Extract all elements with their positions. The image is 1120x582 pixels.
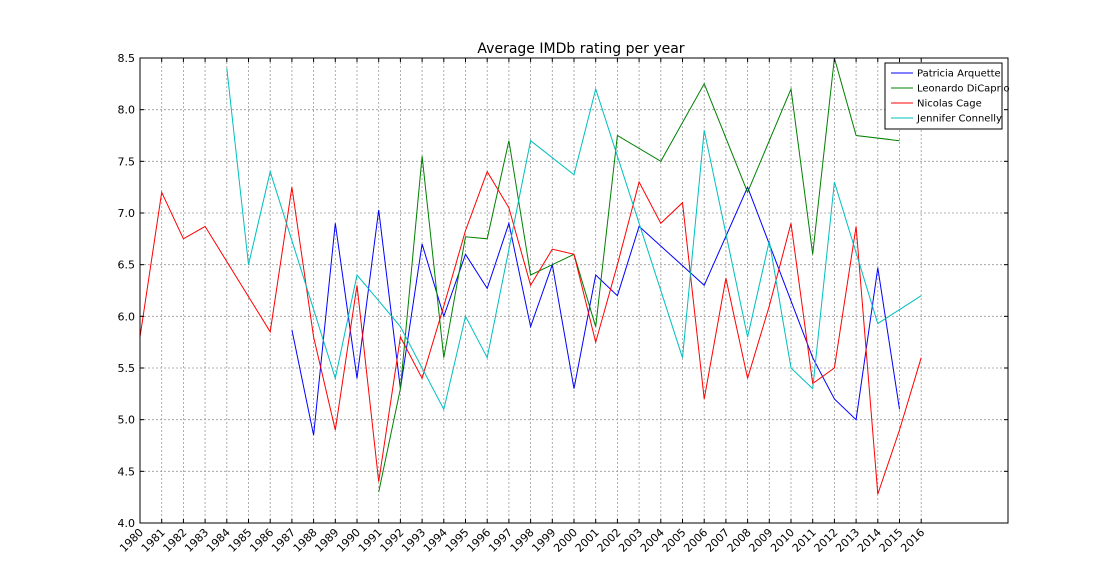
legend: Patricia Arquette Leonardo DiCaprio Nicola… — [884, 62, 1010, 130]
y-tick-label: 5.0 — [118, 414, 136, 427]
x-tick-label: 2007 — [703, 526, 732, 555]
x-tick-label: 2008 — [725, 526, 754, 555]
x-tick-label: 1980 — [117, 526, 146, 555]
x-tick-label: 2015 — [877, 526, 906, 555]
series-line-patricia-arquette — [291, 185, 900, 436]
x-tick-label: 2001 — [573, 526, 602, 555]
ticks: 1980198119821983198419851986198719881989… — [117, 52, 1008, 555]
x-tick-label: 2005 — [660, 526, 689, 555]
x-tick-label: 2016 — [898, 526, 927, 555]
x-tick-label: 1994 — [421, 526, 450, 555]
x-tick-label: 1999 — [529, 526, 558, 555]
x-tick-label: 2002 — [595, 526, 624, 555]
x-tick-label: 1990 — [334, 526, 363, 555]
series-line-nicolas-cage — [139, 170, 922, 495]
x-tick-label: 2011 — [790, 526, 819, 555]
legend-label: Leonardo DiCaprio — [917, 84, 1010, 95]
x-tick-label: 2000 — [551, 526, 580, 555]
chart-title: Average IMDb rating per year — [477, 41, 684, 57]
legend-label: Patricia Arquette — [917, 69, 1001, 80]
legend-label: Jennifer Connelly — [916, 114, 1002, 125]
x-tick-label: 1985 — [226, 526, 255, 555]
x-tick-label: 2009 — [746, 526, 775, 555]
y-tick-label: 5.5 — [118, 362, 136, 375]
y-tick-label: 8.0 — [118, 104, 136, 117]
x-tick-label: 2010 — [768, 526, 797, 555]
x-tick-label: 2013 — [833, 526, 862, 555]
x-tick-label: 1981 — [139, 526, 168, 555]
x-tick-label: 1989 — [312, 526, 341, 555]
y-tick-label: 7.0 — [118, 207, 136, 220]
y-tick-label: 6.0 — [118, 310, 136, 323]
x-tick-label: 1984 — [204, 526, 233, 555]
x-tick-label: 1997 — [486, 526, 515, 555]
x-tick-label: 1988 — [291, 526, 320, 555]
x-tick-label: 2012 — [812, 526, 841, 555]
x-tick-label: 1995 — [443, 526, 472, 555]
x-tick-label: 1992 — [378, 526, 407, 555]
y-tick-label: 7.5 — [118, 155, 136, 168]
x-tick-label: 1993 — [399, 526, 428, 555]
series-line-leonardo-dicaprio — [378, 57, 900, 493]
y-tick-label: 8.5 — [118, 52, 136, 65]
x-tick-label: 1983 — [182, 526, 211, 555]
x-tick-label: 1986 — [247, 526, 276, 555]
x-tick-label: 2006 — [681, 526, 710, 555]
x-tick-label: 1982 — [161, 526, 190, 555]
x-tick-label: 1998 — [508, 526, 537, 555]
x-tick-label: 2003 — [616, 526, 645, 555]
y-tick-label: 4.0 — [118, 517, 136, 530]
x-tick-label: 1996 — [464, 526, 493, 555]
x-tick-label: 1987 — [269, 526, 298, 555]
x-tick-label: 1991 — [356, 526, 385, 555]
y-tick-label: 6.5 — [118, 259, 136, 272]
x-tick-label: 2014 — [855, 526, 884, 555]
series-layer — [139, 57, 922, 495]
grid — [139, 57, 1008, 524]
y-tick-label: 4.5 — [118, 465, 136, 478]
x-tick-label: 2004 — [638, 526, 667, 555]
legend-label: Nicolas Cage — [917, 99, 982, 110]
series-line-jennifer-connelly — [226, 68, 922, 411]
